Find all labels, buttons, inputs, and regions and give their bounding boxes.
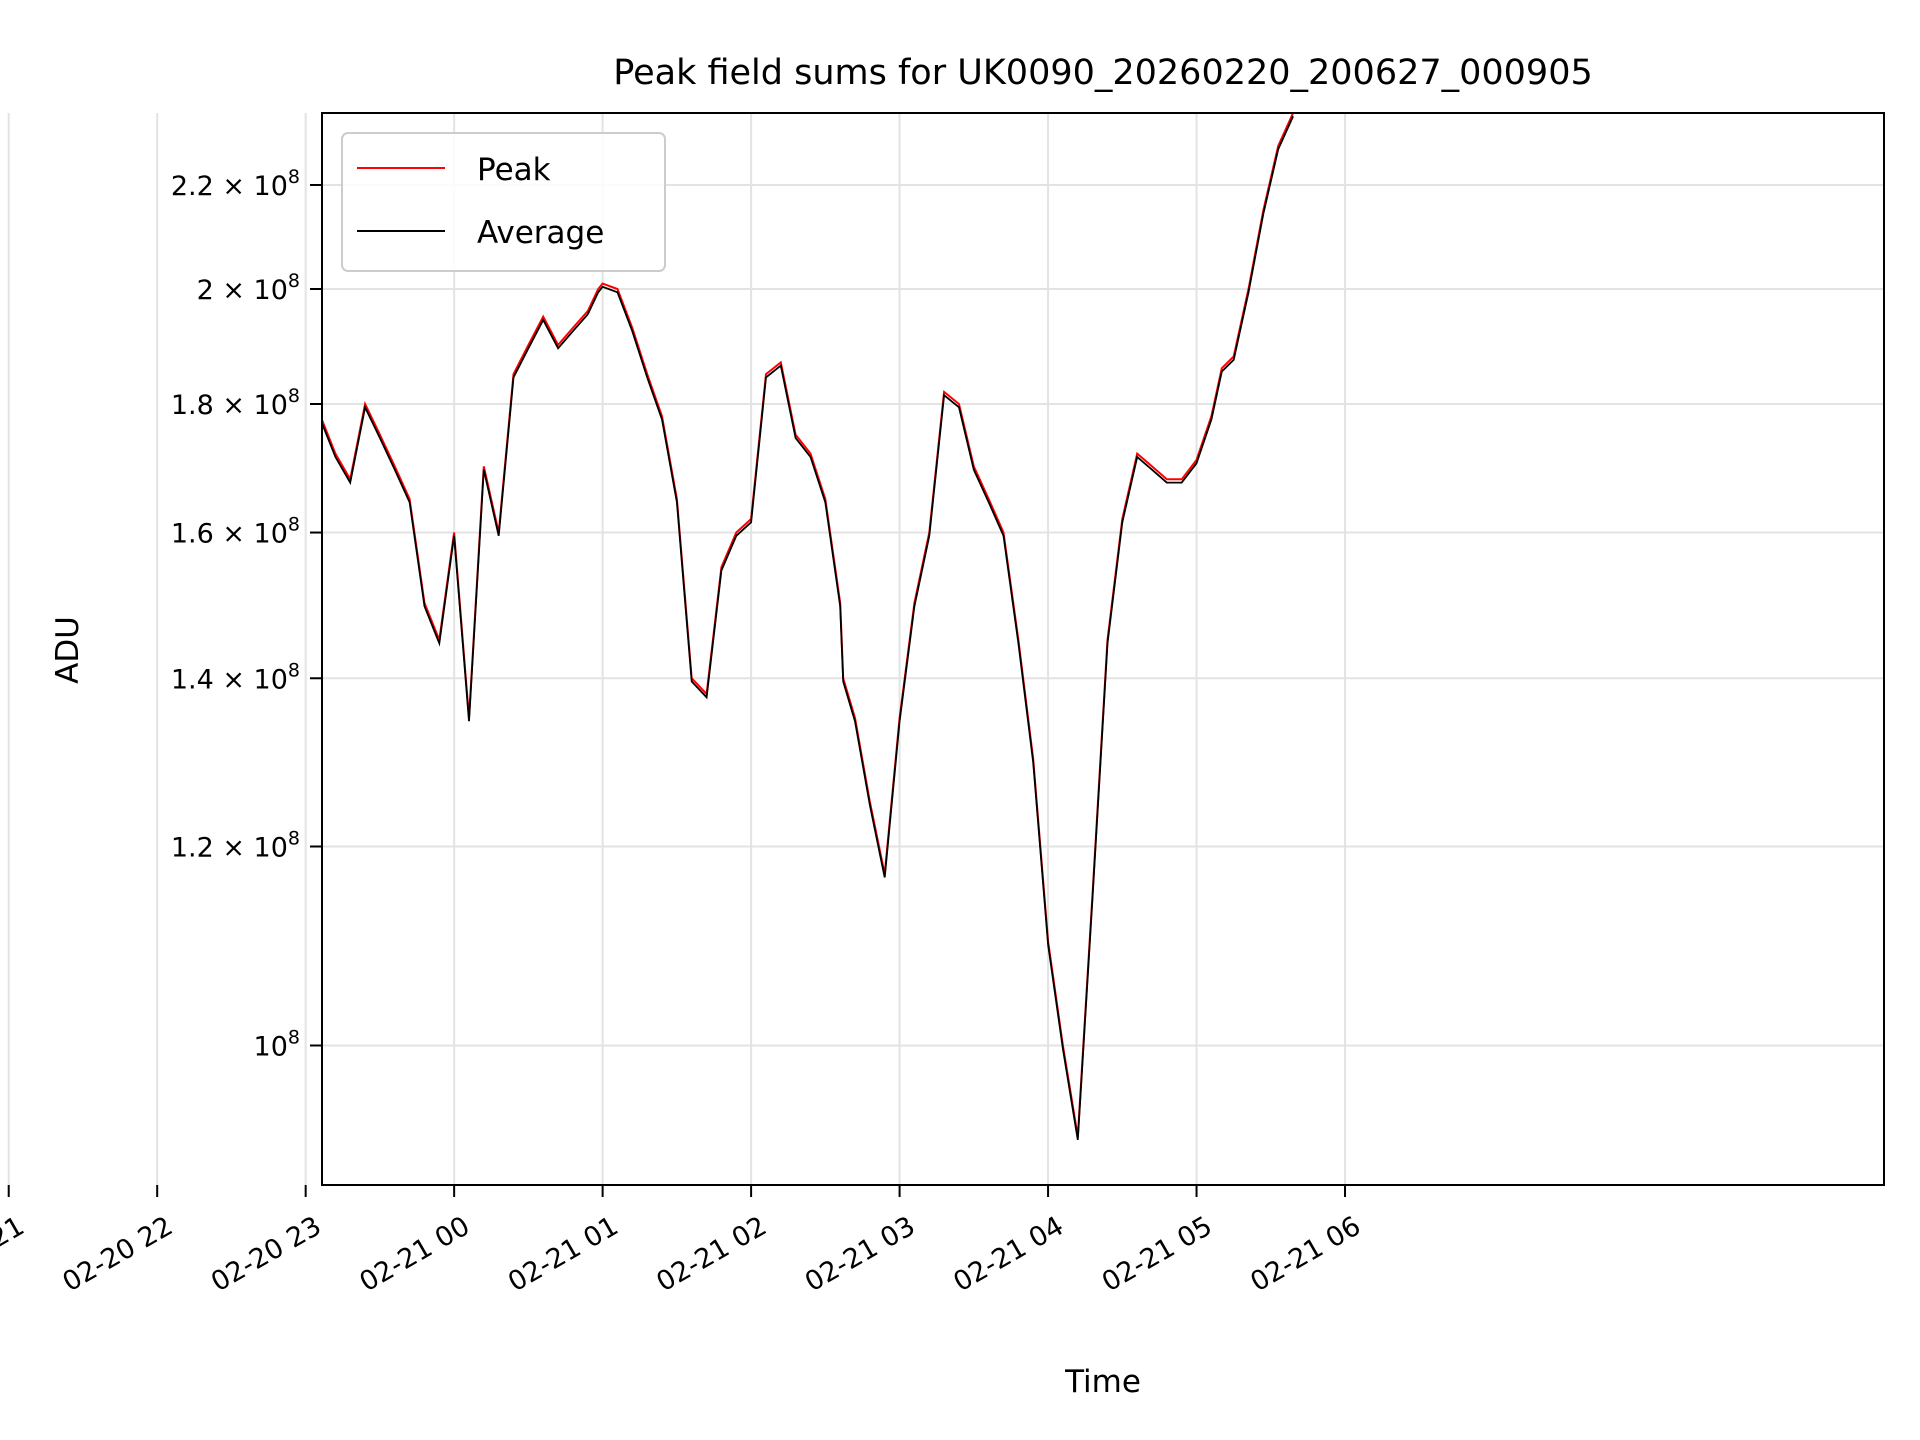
- chart-title: Peak field sums for UK0090_20260220_2006…: [613, 53, 1593, 93]
- x-axis: 02-20 21 02-20 22 02-20 23 02-21 00 02-21 01…: [0, 1185, 1366, 1298]
- y-tick-label: 1.8 × 108: [171, 385, 300, 421]
- legend-label-average: Average: [477, 215, 604, 251]
- x-tick-label: 02-21 00: [354, 1211, 475, 1299]
- x-tick-label: 02-21 06: [1245, 1211, 1366, 1299]
- y-tick-label: 108: [254, 1026, 300, 1062]
- y-tick-label: 2 × 108: [197, 270, 300, 306]
- y-tick-label: 2.2 × 108: [171, 166, 300, 202]
- legend: Peak Average: [341, 132, 666, 272]
- plot-frame: [321, 112, 1885, 1186]
- y-axis: 108 1.2 × 108 1.4 × 108 1.6 × 108 1.8 × 108 2…: [171, 166, 322, 1062]
- x-tick-label: 02-21 02: [651, 1211, 772, 1299]
- y-tick-label: 1.2 × 108: [171, 828, 300, 864]
- y-tick-label: 1.6 × 108: [171, 514, 300, 550]
- y-axis-label: ADU: [50, 616, 86, 684]
- legend-label-peak: Peak: [477, 152, 551, 188]
- x-tick-label: 02-21 01: [503, 1211, 624, 1299]
- x-tick-label: 02-20 22: [57, 1211, 178, 1299]
- series-average-line: [322, 115, 1294, 1140]
- x-tick-label: 02-21 05: [1097, 1211, 1218, 1299]
- x-tick-label: 02-21 03: [800, 1211, 921, 1299]
- x-tick-label: 02-20 23: [206, 1211, 327, 1299]
- x-axis-label: Time: [1064, 1364, 1141, 1400]
- x-tick-label: 02-21 04: [948, 1211, 1069, 1299]
- gridlines: [7, 113, 1884, 1185]
- plot-lines: [322, 113, 1295, 1140]
- y-tick-label: 1.4 × 108: [171, 659, 300, 695]
- x-tick-label: 02-20 21: [0, 1211, 30, 1299]
